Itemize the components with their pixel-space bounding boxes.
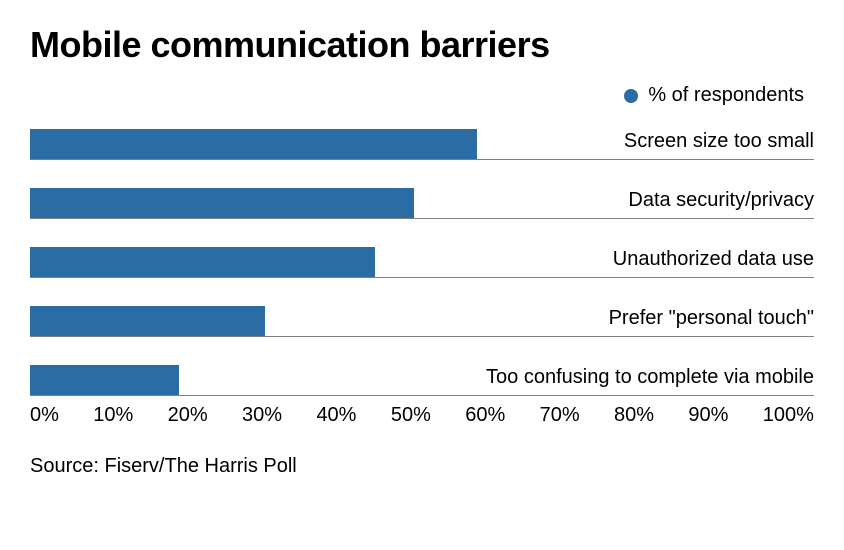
x-tick: 50%: [391, 404, 431, 427]
x-axis: 0% 10% 20% 30% 40% 50% 60% 70% 80% 90% 100%: [30, 404, 814, 427]
chart-title: Mobile communication barriers: [30, 24, 814, 66]
x-tick: 70%: [540, 404, 580, 427]
x-tick: 40%: [316, 404, 356, 427]
bar: [30, 306, 265, 336]
x-tick: 80%: [614, 404, 654, 427]
bar: [30, 188, 414, 218]
chart-container: Mobile communication barriers % of respo…: [0, 0, 844, 496]
bar-label: Unauthorized data use: [613, 248, 814, 271]
bar-row: Prefer "personal touch": [30, 292, 814, 337]
x-tick: 10%: [93, 404, 133, 427]
x-tick: 100%: [763, 404, 814, 427]
bar-row: Too confusing to complete via mobile: [30, 351, 814, 396]
legend-dot-icon: [624, 89, 638, 103]
source-line: Source: Fiserv/The Harris Poll: [30, 455, 814, 478]
bar: [30, 129, 477, 159]
x-tick: 90%: [688, 404, 728, 427]
legend-label: % of respondents: [648, 84, 804, 107]
bar: [30, 365, 179, 395]
bar-label: Screen size too small: [624, 130, 814, 153]
bar-row: Data security/privacy: [30, 174, 814, 219]
x-tick: 60%: [465, 404, 505, 427]
bar-label: Prefer "personal touch": [609, 307, 814, 330]
bar: [30, 247, 375, 277]
x-tick: 20%: [168, 404, 208, 427]
legend: % of respondents: [30, 84, 814, 107]
bar-label: Data security/privacy: [628, 189, 814, 212]
bar-chart: Screen size too small Data security/priva…: [30, 115, 814, 396]
bar-row: Screen size too small: [30, 115, 814, 160]
bar-label: Too confusing to complete via mobile: [486, 366, 814, 389]
x-tick: 0%: [30, 404, 59, 427]
x-tick: 30%: [242, 404, 282, 427]
bar-row: Unauthorized data use: [30, 233, 814, 278]
